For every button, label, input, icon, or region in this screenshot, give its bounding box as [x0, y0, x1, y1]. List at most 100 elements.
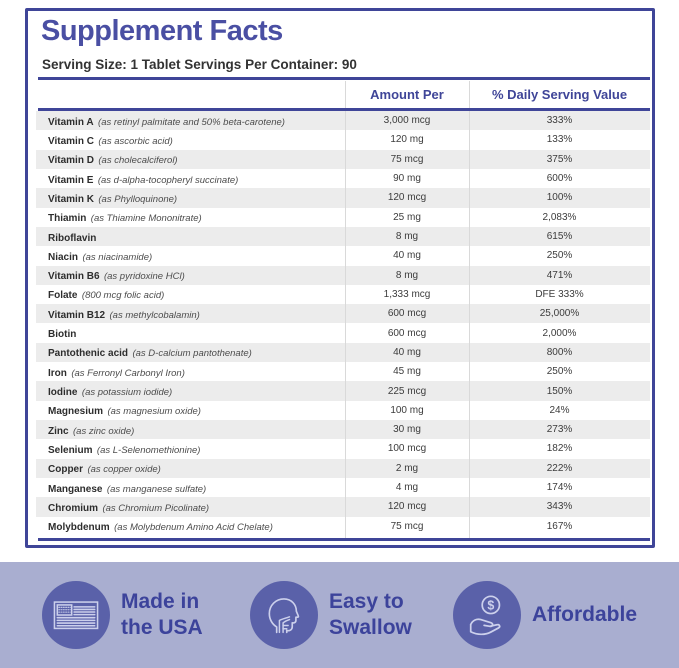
table-row: Vitamin C (as ascorbic acid) 120 mg 133% — [36, 130, 650, 149]
feature-label: Affordable — [532, 603, 637, 626]
column-divider — [469, 111, 470, 538]
nutrient-daily-value: 800% — [546, 346, 573, 358]
nutrient-amount: 75 mcg — [390, 153, 424, 165]
nutrient-table: Vitamin A (as retinyl palmitate and 50% … — [36, 111, 650, 536]
nutrient-amount: 40 mg — [393, 250, 421, 262]
column-divider — [345, 111, 346, 538]
table-row: Pantothenic acid (as D-calcium pantothen… — [36, 342, 650, 363]
usa-flag-icon — [53, 601, 99, 630]
nutrient-form: (as ascorbic acid) — [98, 135, 173, 147]
nutrient-amount: 120 mg — [390, 134, 424, 146]
table-row: Biotin 600 mcg 2,000% — [36, 323, 650, 342]
serving-size-line: Serving Size: 1 Tablet Servings Per Cont… — [42, 57, 357, 72]
table-row: Chromium (as Chromium Picolinate) 120 mc… — [36, 497, 650, 517]
nutrient-name: Biotin — [48, 329, 77, 341]
column-divider — [469, 81, 470, 108]
supplement-facts-panel: Supplement Facts Serving Size: 1 Tablet … — [25, 8, 655, 548]
features-band: Made in the USA Easy to Swallow $ — [0, 562, 679, 668]
table-row: Vitamin A (as retinyl palmitate and 50% … — [36, 111, 650, 131]
table-row: Molybdenum (as Molybdenum Amino Acid Che… — [36, 517, 650, 536]
nutrient-form: (as zinc oxide) — [73, 425, 135, 437]
nutrient-daily-value: 250% — [546, 366, 573, 378]
nutrient-daily-value: 25,000% — [539, 308, 580, 320]
table-row: Iron (as Ferronyl Carbonyl Iron) 45 mg 2… — [36, 362, 650, 381]
table-row: Folate (800 mcg folic acid) 1,333 mcg DF… — [36, 285, 650, 304]
column-divider — [345, 81, 346, 108]
hand-dollar-icon: $ — [469, 595, 501, 636]
nutrient-name: Folate — [48, 290, 78, 302]
nutrient-amount: 120 mcg — [387, 192, 427, 204]
nutrient-name: Selenium — [48, 444, 93, 456]
icon-circle: $ — [453, 581, 521, 649]
nutrient-name: Manganese — [48, 483, 103, 495]
nutrient-amount: 75 mcg — [390, 520, 424, 532]
table-row: Vitamin E (as d-alpha-tocopheryl succina… — [36, 169, 650, 188]
page-title: Supplement Facts — [41, 15, 283, 47]
nutrient-name: Zinc — [48, 425, 69, 437]
nutrient-form: (as cholecalciferol) — [98, 155, 178, 167]
table-row: Magnesium (as magnesium oxide) 100 mg 24… — [36, 401, 650, 420]
column-header-amount: Amount Per — [370, 87, 444, 102]
nutrient-amount: 3,000 mcg — [383, 115, 431, 127]
nutrient-form: (as niacinamide) — [82, 251, 153, 263]
nutrient-form: (as methylcobalamin) — [109, 309, 200, 321]
nutrient-name: Vitamin D — [48, 155, 94, 167]
table-row: Manganese (as manganese sulfate) 4 mg 17… — [36, 478, 650, 497]
throat-swallow-icon — [268, 598, 300, 634]
nutrient-name: Vitamin K — [48, 193, 94, 205]
nutrient-daily-value: 471% — [546, 269, 573, 281]
nutrient-name: Thiamin — [48, 213, 87, 225]
nutrient-daily-value: 375% — [546, 153, 573, 165]
nutrient-name: Molybdenum — [48, 522, 110, 534]
nutrient-form: (as L-Selenomethionine) — [96, 444, 201, 456]
nutrient-form: (as potassium iodide) — [81, 387, 173, 399]
divider-bottom — [38, 538, 650, 541]
feature-affordable: $ Affordable — [453, 562, 637, 668]
nutrient-form: (800 mcg folic acid) — [81, 290, 165, 302]
nutrient-name: Niacin — [48, 251, 79, 263]
nutrient-daily-value: DFE 333% — [535, 288, 584, 300]
nutrient-form: (as D-calcium pantothenate) — [132, 348, 252, 360]
icon-circle — [42, 581, 110, 649]
nutrient-form: (as Molybdenum Amino Acid Chelate) — [114, 522, 273, 534]
table-header-row: Amount Per % Daily Serving Value — [36, 81, 650, 108]
nutrient-daily-value: 133% — [546, 134, 573, 146]
nutrient-form: (as Phylloquinone) — [98, 193, 178, 205]
nutrient-daily-value: 24% — [549, 404, 570, 416]
table-row: Vitamin K (as Phylloquinone) 120 mcg 100… — [36, 188, 650, 208]
divider-header — [38, 108, 650, 111]
nutrient-form: (as Ferronyl Carbonyl Iron) — [71, 367, 185, 379]
nutrient-amount: 25 mg — [393, 211, 421, 223]
nutrient-form: (as magnesium oxide) — [107, 406, 201, 418]
nutrient-form: (as retinyl palmitate and 50% beta-carot… — [98, 116, 285, 128]
nutrient-daily-value: 222% — [546, 462, 573, 474]
nutrient-daily-value: 343% — [546, 501, 573, 513]
table-row: Thiamin (as Thiamine Mononitrate) 25 mg … — [36, 208, 650, 227]
nutrient-form: (as Chromium Picolinate) — [102, 502, 210, 514]
nutrient-daily-value: 182% — [546, 443, 573, 455]
nutrient-amount: 45 mg — [393, 366, 421, 378]
nutrient-form: (as Thiamine Mononitrate) — [90, 213, 202, 225]
nutrient-amount: 100 mcg — [387, 443, 427, 455]
nutrient-daily-value: 250% — [546, 250, 573, 262]
nutrient-amount: 600 mcg — [387, 308, 427, 320]
nutrient-name: Iron — [48, 367, 67, 379]
nutrient-form: (as manganese sulfate) — [106, 483, 207, 495]
nutrient-daily-value: 615% — [546, 231, 573, 243]
nutrient-amount: 8 mg — [395, 269, 419, 281]
column-header-daily-value: % Daily Serving Value — [491, 87, 628, 102]
nutrient-name: Chromium — [48, 502, 98, 514]
nutrient-name: Vitamin B12 — [48, 309, 106, 321]
divider-top — [38, 77, 650, 80]
table-row: Copper (as copper oxide) 2 mg 222% — [36, 458, 650, 478]
nutrient-form: (as pyridoxine HCl) — [103, 271, 185, 283]
nutrient-name: Vitamin E — [48, 174, 94, 186]
nutrient-name: Magnesium — [48, 406, 104, 418]
nutrient-amount: 30 mg — [393, 424, 421, 436]
feature-made-in-usa: Made in the USA — [42, 562, 203, 668]
nutrient-name: Vitamin A — [48, 116, 94, 128]
feature-label: Made in the USA — [121, 590, 203, 639]
nutrient-amount: 4 mg — [395, 482, 419, 494]
nutrient-amount: 1,333 mcg — [383, 288, 431, 300]
nutrient-amount: 40 mg — [393, 346, 421, 358]
